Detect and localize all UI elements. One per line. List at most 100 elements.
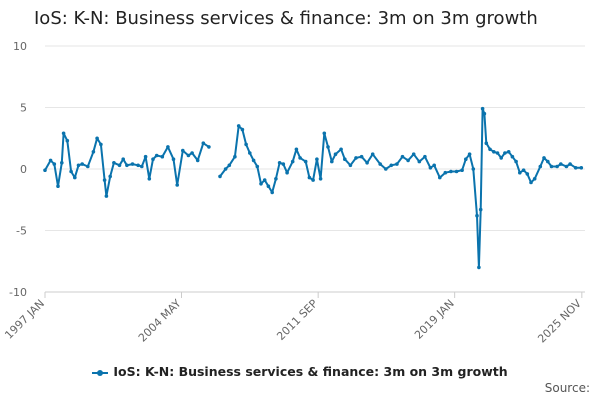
legend[interactable]: IoS: K-N: Business services & finance: 3…: [0, 364, 600, 379]
data-point[interactable]: [121, 157, 125, 161]
data-point[interactable]: [61, 131, 66, 136]
data-point[interactable]: [171, 157, 176, 161]
data-point[interactable]: [190, 151, 194, 155]
data-point[interactable]: [467, 152, 472, 156]
data-point[interactable]: [330, 159, 334, 164]
data-point[interactable]: [251, 158, 256, 163]
data-point[interactable]: [125, 163, 129, 168]
data-point[interactable]: [227, 163, 232, 168]
data-point[interactable]: [290, 159, 295, 164]
data-point[interactable]: [499, 156, 504, 160]
data-point[interactable]: [166, 145, 170, 149]
data-point[interactable]: [80, 162, 84, 166]
data-point[interactable]: [449, 169, 453, 174]
data-point[interactable]: [60, 161, 64, 165]
data-point[interactable]: [294, 147, 299, 152]
data-point[interactable]: [86, 164, 90, 169]
data-point[interactable]: [52, 162, 57, 166]
data-point[interactable]: [482, 111, 487, 116]
data-point[interactable]: [186, 153, 191, 158]
data-point[interactable]: [315, 157, 319, 161]
data-point[interactable]: [518, 170, 522, 175]
data-point[interactable]: [460, 168, 464, 172]
data-point[interactable]: [559, 162, 563, 166]
data-point[interactable]: [579, 166, 584, 170]
data-point[interactable]: [454, 169, 459, 174]
data-point[interactable]: [154, 153, 159, 158]
data-point[interactable]: [492, 150, 496, 154]
data-point[interactable]: [438, 175, 442, 180]
data-point[interactable]: [112, 161, 116, 165]
data-point[interactable]: [181, 148, 185, 153]
data-point[interactable]: [538, 164, 543, 169]
data-point[interactable]: [160, 154, 165, 159]
data-point[interactable]: [76, 163, 81, 168]
data-point[interactable]: [95, 136, 99, 141]
data-point[interactable]: [240, 127, 245, 132]
data-point[interactable]: [484, 141, 489, 145]
data-point[interactable]: [318, 177, 323, 181]
data-point[interactable]: [236, 124, 241, 128]
data-point[interactable]: [73, 175, 77, 180]
data-point[interactable]: [406, 158, 410, 163]
data-point[interactable]: [130, 162, 135, 166]
data-point[interactable]: [270, 190, 275, 195]
data-point[interactable]: [298, 156, 302, 160]
data-point[interactable]: [175, 183, 179, 187]
data-point[interactable]: [244, 142, 248, 147]
data-point[interactable]: [311, 178, 315, 182]
data-point[interactable]: [370, 152, 375, 156]
data-point[interactable]: [568, 162, 572, 166]
data-point[interactable]: [108, 174, 112, 179]
data-point[interactable]: [464, 157, 468, 161]
data-point[interactable]: [259, 182, 263, 186]
data-point[interactable]: [333, 152, 338, 156]
data-point[interactable]: [495, 151, 500, 155]
data-point[interactable]: [529, 180, 533, 185]
data-point[interactable]: [384, 167, 388, 171]
data-point[interactable]: [140, 164, 144, 169]
data-point[interactable]: [69, 169, 73, 174]
data-point[interactable]: [195, 158, 200, 163]
data-point[interactable]: [266, 184, 271, 188]
data-point[interactable]: [542, 156, 546, 160]
data-point[interactable]: [307, 175, 312, 180]
data-point[interactable]: [555, 164, 559, 169]
data-point[interactable]: [475, 213, 479, 218]
data-point[interactable]: [471, 167, 476, 171]
data-point[interactable]: [510, 154, 515, 159]
data-point[interactable]: [378, 162, 383, 166]
data-point[interactable]: [303, 159, 308, 164]
data-point[interactable]: [477, 265, 481, 270]
data-point[interactable]: [65, 138, 70, 143]
data-point[interactable]: [326, 145, 330, 149]
data-point[interactable]: [339, 147, 343, 152]
data-point[interactable]: [102, 178, 107, 182]
data-point[interactable]: [43, 168, 47, 172]
data-point[interactable]: [151, 157, 155, 161]
data-point[interactable]: [395, 162, 399, 166]
data-point[interactable]: [223, 167, 228, 171]
data-point[interactable]: [389, 163, 394, 168]
data-point[interactable]: [255, 164, 260, 169]
data-point[interactable]: [201, 141, 206, 145]
data-point[interactable]: [91, 150, 96, 154]
data-point[interactable]: [549, 164, 554, 169]
data-point[interactable]: [521, 168, 526, 172]
data-point[interactable]: [488, 147, 492, 152]
data-point[interactable]: [285, 170, 289, 175]
data-point[interactable]: [428, 166, 433, 170]
data-point[interactable]: [478, 207, 483, 212]
data-point[interactable]: [207, 145, 211, 149]
data-point[interactable]: [546, 159, 550, 164]
data-point[interactable]: [56, 184, 60, 188]
data-point[interactable]: [532, 177, 537, 181]
data-point[interactable]: [233, 154, 237, 159]
data-point[interactable]: [564, 164, 569, 169]
data-point[interactable]: [48, 158, 53, 163]
data-point[interactable]: [359, 154, 364, 159]
data-point[interactable]: [117, 163, 122, 168]
data-point[interactable]: [274, 177, 278, 181]
data-point[interactable]: [262, 178, 267, 182]
data-point[interactable]: [143, 154, 148, 159]
